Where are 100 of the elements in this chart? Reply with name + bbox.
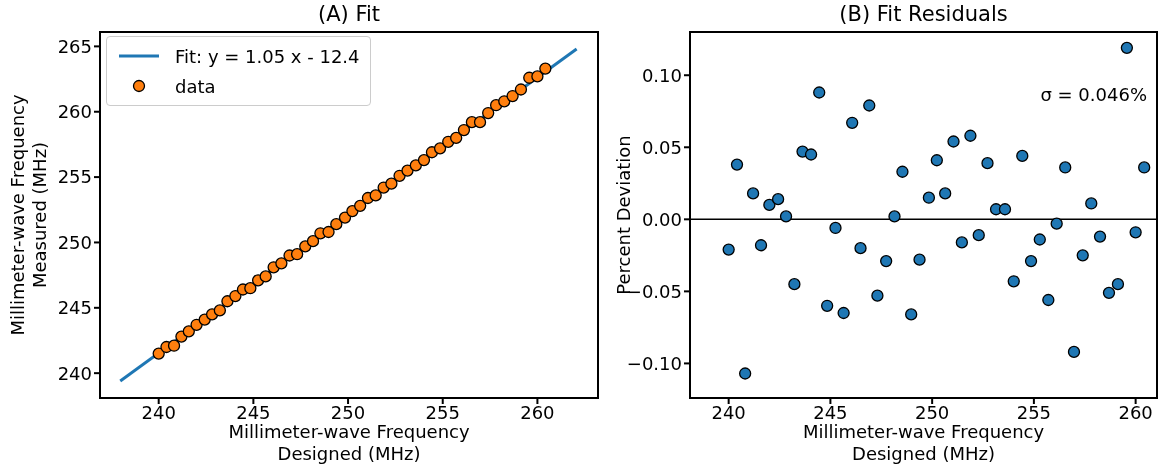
point	[1085, 197, 1098, 210]
point	[746, 187, 760, 200]
point	[788, 278, 801, 291]
point	[947, 135, 960, 148]
point	[955, 236, 969, 249]
point	[482, 106, 495, 120]
point	[259, 270, 272, 283]
point	[763, 198, 776, 212]
point	[930, 154, 943, 167]
x-tick-label: 245	[236, 401, 271, 423]
point	[981, 156, 994, 170]
point	[306, 234, 320, 248]
x-tick-label: 260	[520, 401, 555, 423]
point	[1007, 275, 1020, 288]
point	[804, 148, 818, 161]
point	[433, 142, 447, 155]
point	[229, 289, 242, 303]
point	[1033, 233, 1046, 246]
point	[457, 123, 471, 137]
x-tick-label: 260	[1118, 401, 1153, 423]
y-tick-label: 265	[57, 35, 92, 57]
chart-title: (B) Fit Residuals	[838, 2, 1009, 26]
point	[913, 253, 926, 266]
point	[730, 158, 744, 171]
point	[854, 241, 867, 255]
point	[1093, 230, 1107, 243]
point	[939, 187, 952, 200]
point	[539, 62, 552, 75]
point	[821, 299, 834, 312]
y-tick-label: 245	[57, 297, 92, 319]
y-axis-title: Millimeter-wave Frequency Measured (MHz)	[7, 94, 50, 336]
annotation: σ = 0.046%	[1040, 84, 1147, 105]
point	[896, 165, 909, 178]
x-axis-title: Millimeter-wave Frequency Designed (MHz)	[228, 421, 470, 464]
y-tick-label: 0.00	[641, 208, 682, 230]
point	[754, 239, 768, 252]
x-tick-label: 240	[141, 401, 176, 423]
point	[829, 221, 842, 235]
point	[722, 243, 735, 256]
legend-label: Fit: y = 1.05 x - 12.4	[175, 45, 360, 67]
point	[1050, 217, 1063, 230]
point	[1024, 254, 1038, 268]
point	[244, 282, 257, 295]
point	[473, 116, 487, 129]
point	[1111, 278, 1125, 291]
x-tick-label: 245	[813, 401, 848, 423]
point	[506, 89, 519, 103]
point	[290, 248, 304, 261]
point	[863, 99, 876, 112]
point	[771, 193, 785, 206]
point	[322, 225, 335, 239]
point	[1120, 41, 1134, 54]
point	[888, 210, 901, 223]
x-tick-label: 240	[711, 401, 746, 423]
point	[880, 254, 893, 268]
x-axis-title: Millimeter-wave Frequency Designed (MHz)	[802, 421, 1045, 464]
point	[450, 131, 463, 145]
point	[182, 325, 195, 338]
y-tick-label: 255	[57, 166, 92, 188]
point	[152, 347, 165, 360]
point	[531, 70, 544, 83]
point	[167, 339, 181, 352]
point	[1042, 293, 1055, 307]
legend-label: data	[175, 75, 216, 97]
point	[922, 191, 936, 204]
point	[1138, 161, 1151, 174]
point	[354, 199, 367, 212]
point	[213, 304, 227, 317]
point	[1067, 345, 1081, 359]
point	[1129, 226, 1142, 239]
y-tick-label: 240	[57, 362, 92, 384]
point	[514, 83, 528, 96]
y-tick-label: 0.10	[641, 64, 682, 86]
point	[1016, 149, 1029, 163]
point	[964, 129, 977, 142]
point	[739, 367, 752, 380]
x-tick-label: 250	[914, 401, 950, 423]
point	[813, 86, 826, 99]
point	[369, 189, 382, 202]
point	[417, 153, 431, 167]
point	[972, 229, 985, 242]
point	[846, 116, 859, 129]
point	[998, 203, 1012, 216]
point	[837, 306, 850, 320]
chart-title: (A) Fit	[316, 2, 381, 26]
x-tick-label: 255	[425, 401, 460, 423]
point	[1076, 249, 1089, 262]
x-tick-label: 255	[1016, 401, 1052, 423]
point	[275, 257, 288, 270]
x-tick-label: 250	[330, 401, 366, 423]
point	[385, 177, 398, 190]
point	[779, 210, 793, 223]
point	[498, 95, 511, 108]
y-tick-label: −0.10	[626, 352, 682, 374]
point	[905, 308, 918, 321]
y-tick-label: 260	[57, 101, 92, 123]
point	[871, 289, 884, 302]
y-tick-label: 250	[57, 231, 92, 253]
y-tick-label: 0.05	[641, 136, 682, 158]
point	[1059, 161, 1072, 174]
